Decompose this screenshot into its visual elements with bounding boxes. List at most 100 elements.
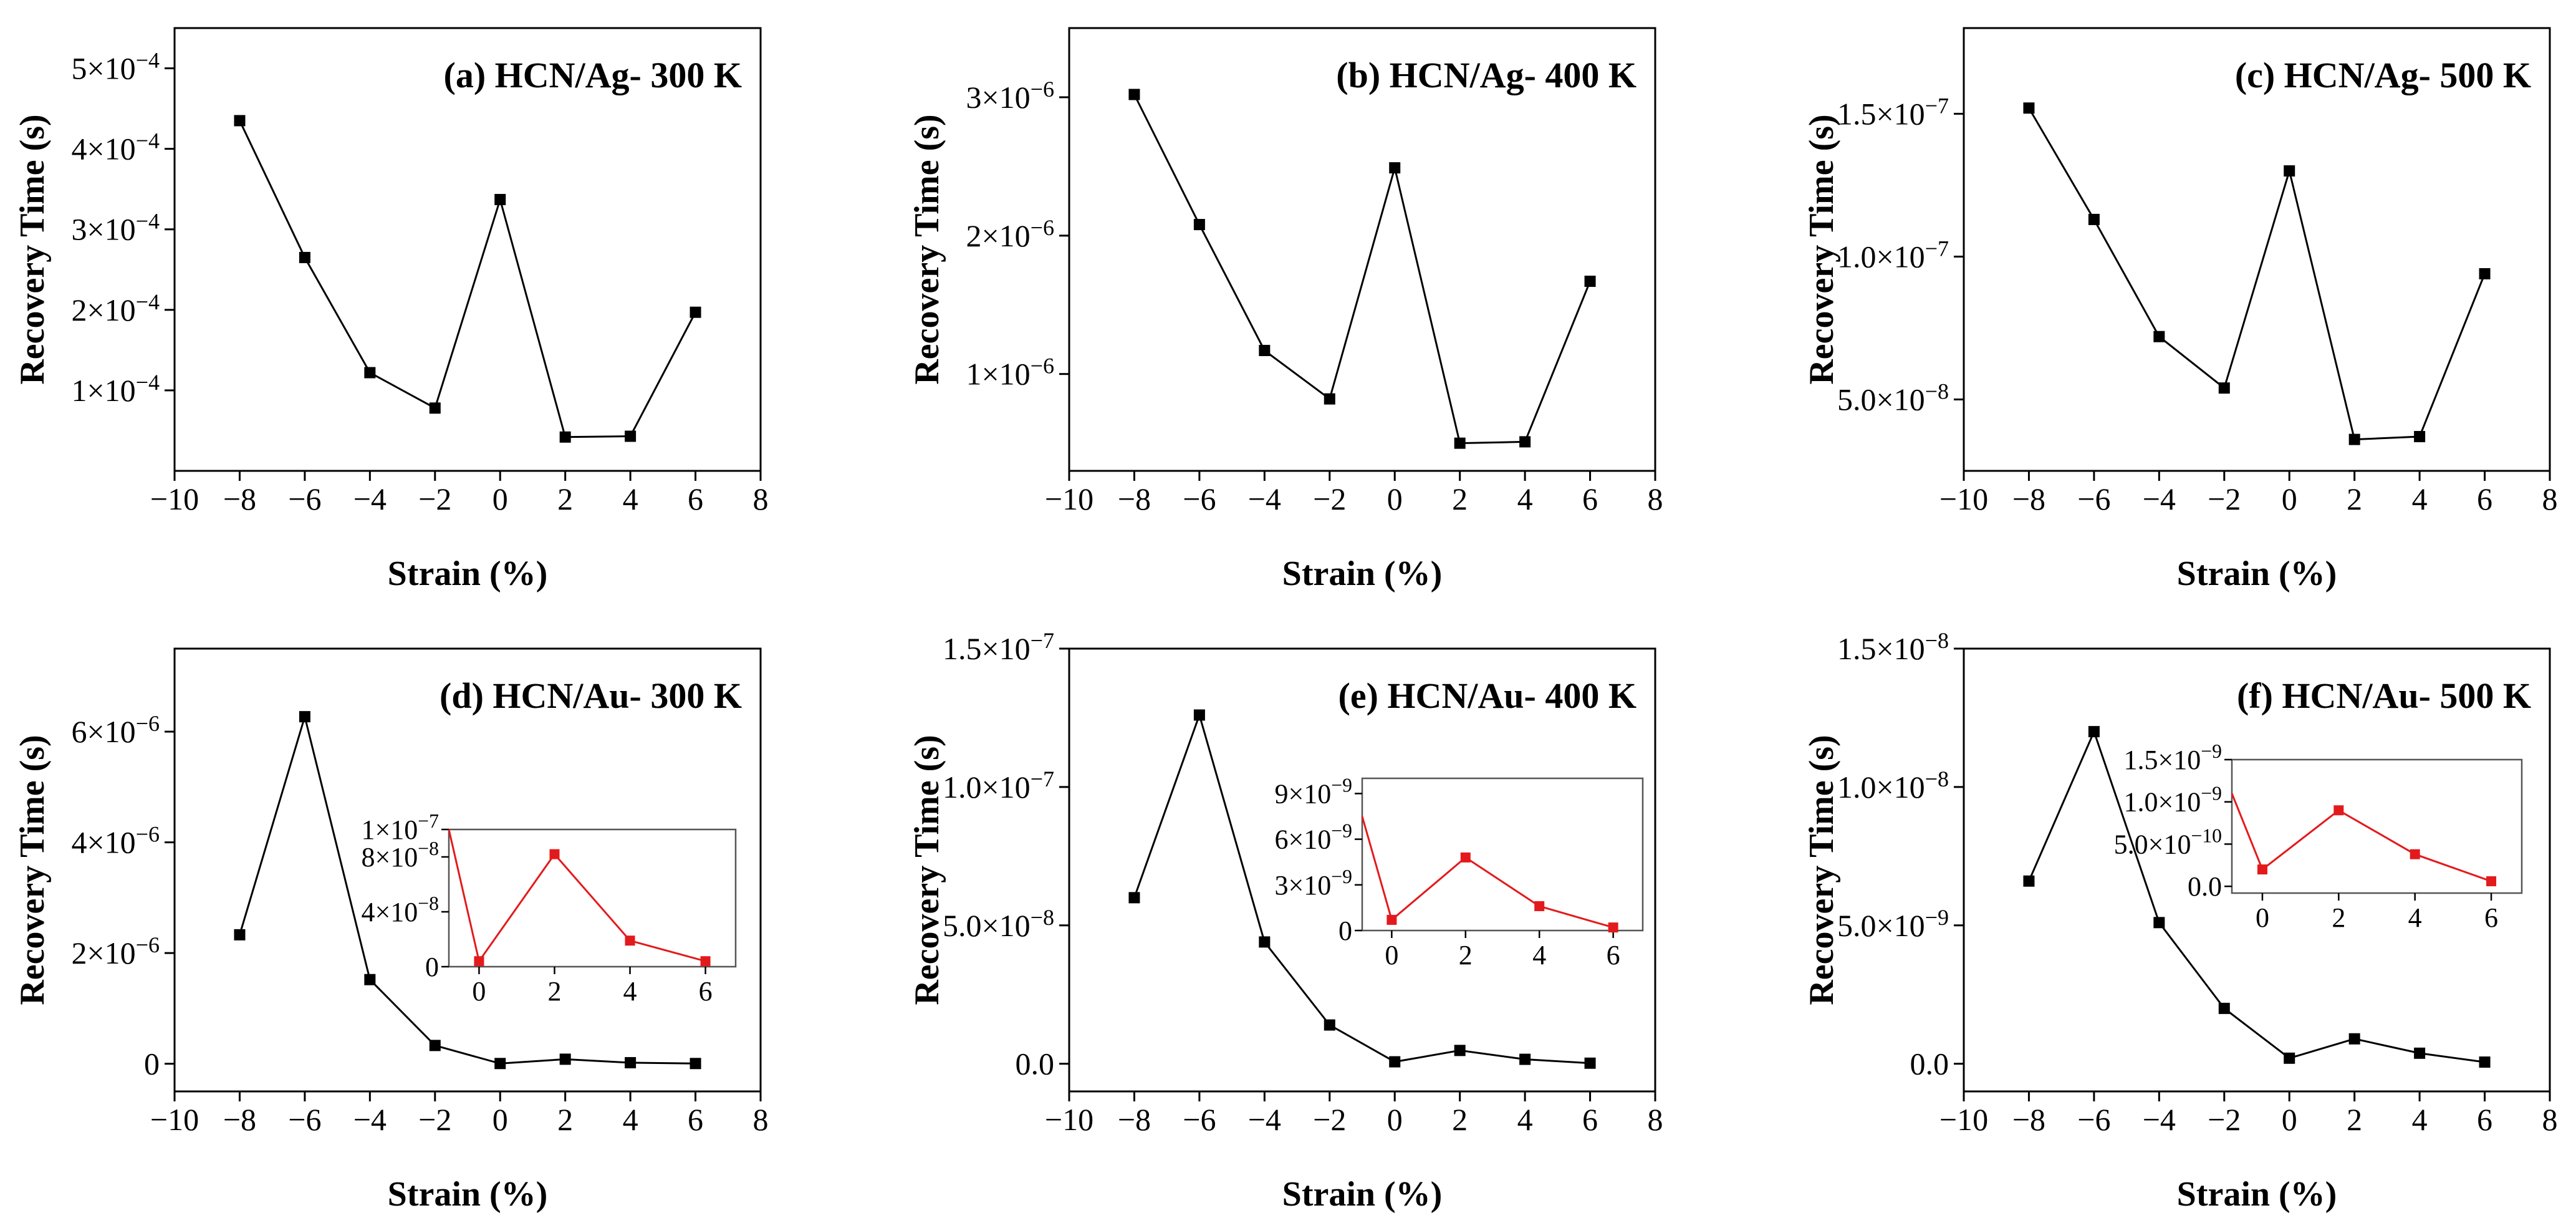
- data-point: [494, 1058, 506, 1070]
- x-tick-label: −10: [1939, 1102, 1988, 1137]
- data-point: [625, 430, 637, 442]
- inset-data-point: [1387, 914, 1397, 925]
- x-tick-label: 4: [623, 481, 638, 516]
- inset-y-tick-label-mantissa: 1×10: [361, 815, 418, 845]
- series-line: [239, 120, 696, 438]
- panel-d: −10 −8 −6 −4 −2 0 2 4 6 802×10−64×10−66×10−6Strai…: [13, 647, 769, 1214]
- x-tick-label: −4: [353, 1102, 387, 1137]
- x-tick-label: −6: [1183, 481, 1216, 516]
- data-point: [1389, 162, 1401, 174]
- x-tick-label: 4: [1517, 1102, 1533, 1137]
- y-tick-label-exponent: −7: [1031, 766, 1054, 791]
- x-tick-label: 8: [753, 481, 769, 516]
- x-tick-label: −6: [1183, 1102, 1216, 1137]
- data-point: [2023, 875, 2035, 887]
- x-tick-label: −8: [2012, 481, 2045, 516]
- x-tick-label: 6: [1582, 1102, 1598, 1137]
- x-axis-title: Strain (%): [2177, 554, 2337, 593]
- x-tick-label: 4: [1517, 481, 1533, 516]
- inset-y-tick-label-exponent: −9: [2201, 740, 2222, 762]
- inset-y-tick-label: 5.0×10−10: [2114, 824, 2222, 859]
- x-tick-label: −2: [1313, 1102, 1346, 1137]
- data-point: [1519, 436, 1531, 448]
- x-tick-label: −2: [418, 1102, 451, 1137]
- panel-c: −10 −8 −6 −4 −2 0 2 4 6 85.0×10−81.0×10−71.5×10−7…: [1802, 27, 2558, 593]
- y-tick-label: 1.5×10−8: [1837, 628, 1949, 666]
- x-tick-label: −10: [1045, 481, 1093, 516]
- inset-d: 0 2 4 604×10−88×10−81×10−7: [361, 810, 737, 1007]
- data-point: [2284, 1052, 2295, 1064]
- y-tick-label: 2×10−6: [966, 215, 1054, 253]
- x-tick-label: −8: [1118, 481, 1151, 516]
- x-tick-label: 6: [1582, 481, 1598, 516]
- data-point: [2218, 382, 2230, 394]
- inset-frame: [1361, 777, 1644, 932]
- plot-frame: [1963, 27, 2551, 472]
- inset-y-tick-label-mantissa: 0: [1338, 916, 1352, 946]
- y-tick-label: 1×10−6: [966, 354, 1054, 392]
- y-tick-label-mantissa: 2×10: [966, 218, 1030, 253]
- inset-y-tick-label: 4×10−8: [361, 892, 439, 927]
- inset-x-tick-label: 6: [1607, 940, 1620, 970]
- x-tick-label: 0: [1387, 1102, 1403, 1137]
- y-tick-label-mantissa: 5.0×10: [1837, 382, 1925, 417]
- x-tick-label: 6: [688, 481, 703, 516]
- y-tick-label-mantissa: 1.5×10: [1837, 96, 1925, 131]
- inset-y-tick-label: 3×10−9: [1274, 866, 1352, 901]
- inset-y-tick-label: 1×10−7: [361, 810, 439, 845]
- y-tick-label-mantissa: 1×10: [966, 357, 1030, 392]
- data-point: [1259, 344, 1271, 356]
- inset-y-tick-label-mantissa: 5.0×10: [2114, 829, 2191, 859]
- y-tick-label: 1.0×10−8: [1837, 766, 1949, 805]
- inset-y-tick-label-mantissa: 4×10: [361, 897, 418, 927]
- inset-y-tick-label-mantissa: 1.5×10: [2123, 745, 2201, 775]
- x-tick-label: 8: [2542, 1102, 2558, 1137]
- data-point: [364, 367, 376, 379]
- x-tick-label: −6: [288, 481, 321, 516]
- y-tick-label: 6×10−6: [71, 711, 160, 749]
- y-tick-label: 0.0: [1910, 1047, 1949, 1081]
- data-point: [1324, 393, 1335, 405]
- series-line: [1133, 712, 1590, 1065]
- y-tick-label-mantissa: 1×10: [71, 373, 135, 408]
- data-point: [2088, 726, 2100, 738]
- data-point: [1584, 1057, 1596, 1069]
- y-tick-label-exponent: −4: [136, 289, 160, 314]
- inset-data-point: [625, 936, 635, 946]
- data-point: [234, 115, 246, 127]
- inset-y-tick-label: 0: [1338, 916, 1352, 946]
- inset-x-tick-label: 6: [699, 976, 713, 1007]
- x-tick-label: −8: [223, 1102, 256, 1137]
- x-tick-label: −8: [223, 481, 256, 516]
- x-tick-label: −8: [2012, 1102, 2045, 1137]
- y-tick-label: 1.0×10−7: [1837, 236, 1949, 274]
- inset-y-tick-label: 0: [425, 952, 439, 982]
- y-axis-title: Recovery Time (s): [1802, 114, 1841, 384]
- x-tick-label: 8: [1648, 481, 1663, 516]
- data-point: [2088, 213, 2100, 225]
- y-tick-label-exponent: −4: [136, 209, 160, 234]
- panel-a: −10 −8 −6 −4 −2 0 2 4 6 81×10−42×10−43×10−44×10−4…: [13, 27, 769, 593]
- y-tick-label-mantissa: 4×10: [71, 825, 135, 860]
- series-line: [1133, 94, 1591, 445]
- y-tick-label-mantissa: 2×10: [71, 292, 135, 327]
- y-axis-title: Recovery Time (s): [1802, 735, 1841, 1005]
- data-point: [2479, 1056, 2491, 1068]
- inset-y-tick-label-mantissa: 3×10: [1274, 870, 1331, 901]
- inset-x-tick-label: 4: [623, 976, 637, 1007]
- y-axis-title: Recovery Time (s): [908, 735, 946, 1005]
- inset-x-tick-label: 0: [2256, 902, 2269, 933]
- x-tick-label: −2: [2208, 1102, 2241, 1137]
- y-tick-label-exponent: −7: [1925, 93, 1949, 118]
- series-line: [2028, 107, 2486, 441]
- y-tick-label-mantissa: 1.0×10: [943, 770, 1031, 805]
- data-point: [2153, 917, 2165, 929]
- x-tick-label: −4: [1248, 1102, 1281, 1137]
- inset-e: 0 2 4 603×10−96×10−99×10−9: [1274, 774, 1644, 970]
- inset-y-tick-label-mantissa: 0: [425, 952, 439, 982]
- y-tick-label-exponent: −6: [136, 932, 160, 957]
- x-tick-label: −4: [2143, 481, 2176, 516]
- inset-data-point: [549, 849, 560, 859]
- panel-title: (b) HCN/Ag- 400 K: [1336, 55, 1636, 95]
